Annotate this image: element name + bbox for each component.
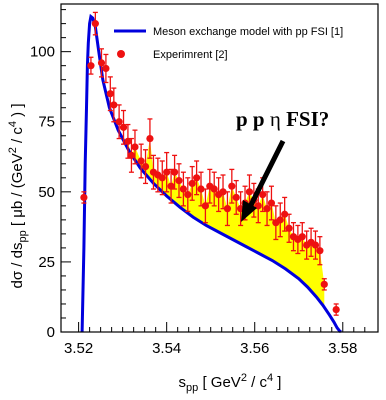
x-axis-ticks: 3.52 3.54 3.56 3.58 — [64, 322, 366, 357]
data-point — [87, 62, 95, 70]
model-curve-layer — [80, 13, 342, 334]
data-point — [170, 168, 179, 176]
data-point — [146, 134, 154, 143]
y-tick-label: 100 — [30, 44, 55, 61]
data-point — [298, 233, 306, 241]
data-point — [263, 205, 271, 213]
y-axis-ticks: 0 25 50 75 100 — [30, 9, 71, 341]
data-point — [131, 143, 139, 151]
annotation-arrow-head — [241, 200, 257, 222]
data-point — [91, 20, 99, 28]
data-point — [97, 59, 106, 67]
y-axis-title: dσ / dspp [ μb / (GeV2 / c4 ) ] — [7, 104, 29, 289]
plot-frame — [60, 3, 379, 333]
x-axis-title: spp [ GeV2 / c4 ] — [179, 372, 282, 394]
data-point — [137, 157, 145, 165]
data-point — [311, 241, 320, 249]
data-point — [232, 193, 240, 202]
data-point — [316, 247, 324, 255]
data-point — [158, 174, 166, 182]
legend-model-label: Meson exchange model with pp FSI [1] — [153, 26, 343, 38]
data-point — [163, 168, 171, 176]
data-point — [115, 118, 123, 126]
legend-point-swatch — [117, 50, 125, 58]
y-tick-label: 0 — [47, 324, 55, 341]
x-tick-label: 3.56 — [240, 340, 269, 357]
data-point — [197, 185, 205, 193]
data-point — [228, 182, 236, 190]
legend: Meson exchange model with pp FSI [1] Exp… — [114, 26, 343, 61]
data-point — [102, 64, 110, 73]
x-tick-label: 3.54 — [152, 340, 181, 357]
data-point — [179, 185, 187, 193]
data-point — [332, 305, 340, 314]
data-point — [276, 216, 284, 224]
data-point — [281, 210, 289, 218]
legend-experiment-label: Experimrent [2] — [153, 49, 228, 61]
data-point — [141, 162, 150, 171]
data-point — [267, 199, 276, 207]
data-point — [245, 188, 254, 196]
data-point — [110, 101, 118, 109]
data-point — [80, 193, 88, 202]
data-point — [124, 137, 132, 145]
data-points — [80, 20, 340, 314]
y-tick-label: 25 — [38, 254, 55, 271]
data-point — [167, 182, 175, 190]
model-curve — [80, 13, 342, 334]
data-point — [254, 202, 262, 210]
data-point — [201, 202, 210, 210]
y-tick-label: 75 — [38, 114, 55, 131]
data-point — [210, 185, 218, 193]
data-point — [127, 151, 136, 159]
x-tick-label: 3.52 — [64, 340, 93, 357]
data-point — [219, 188, 227, 196]
annotation: p p η FSI? — [236, 107, 329, 222]
annotation-arrow-shaft — [247, 139, 286, 209]
y-tick-label: 50 — [38, 184, 55, 201]
data-point — [259, 191, 267, 199]
data-point — [175, 177, 183, 185]
data-point — [188, 179, 196, 188]
data-point — [285, 224, 293, 232]
data-point — [119, 123, 128, 131]
data-point — [320, 280, 328, 288]
data-point — [223, 205, 232, 213]
data-point — [193, 174, 201, 182]
data-point — [106, 90, 114, 98]
x-tick-label: 3.58 — [328, 340, 357, 357]
data-point — [184, 191, 192, 199]
annotation-text: p p η FSI? — [236, 107, 329, 131]
